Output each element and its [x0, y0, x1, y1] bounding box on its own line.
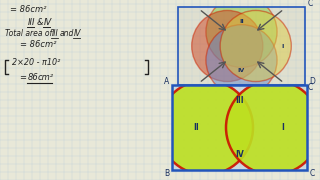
Text: Total area of: Total area of [5, 29, 52, 38]
Text: = 86cm²: = 86cm² [20, 40, 57, 49]
Text: cm²: cm² [38, 73, 54, 82]
Circle shape [158, 80, 253, 175]
Circle shape [226, 80, 320, 175]
Text: &: & [37, 18, 44, 27]
Bar [172, 85, 307, 170]
Circle shape [206, 0, 277, 67]
Text: B: B [164, 168, 170, 177]
Text: III: III [235, 96, 244, 105]
Text: I: I [281, 44, 283, 48]
Text: III: III [52, 29, 59, 38]
Text: II: II [193, 123, 199, 132]
Text: = 86cm²: = 86cm² [10, 5, 46, 14]
Bar [178, 7, 305, 85]
Bar [178, 7, 305, 85]
Text: IV: IV [238, 68, 245, 73]
Text: 2×20 - π10²: 2×20 - π10² [12, 58, 60, 67]
Text: C: C [308, 84, 313, 93]
Text: =: = [20, 73, 30, 82]
Text: C: C [309, 168, 315, 177]
Text: D: D [309, 78, 315, 87]
Circle shape [192, 10, 263, 82]
Text: IV: IV [235, 150, 244, 159]
Text: I: I [281, 123, 284, 132]
Bar [172, 85, 307, 170]
Circle shape [220, 10, 291, 82]
Text: II: II [239, 19, 244, 24]
Text: A: A [164, 78, 170, 87]
Text: 86: 86 [28, 73, 39, 82]
Text: and: and [60, 29, 74, 38]
Text: C: C [308, 0, 313, 8]
Text: IV: IV [44, 18, 52, 27]
Text: IV: IV [74, 29, 82, 38]
Circle shape [206, 25, 277, 96]
Text: III: III [28, 18, 36, 27]
